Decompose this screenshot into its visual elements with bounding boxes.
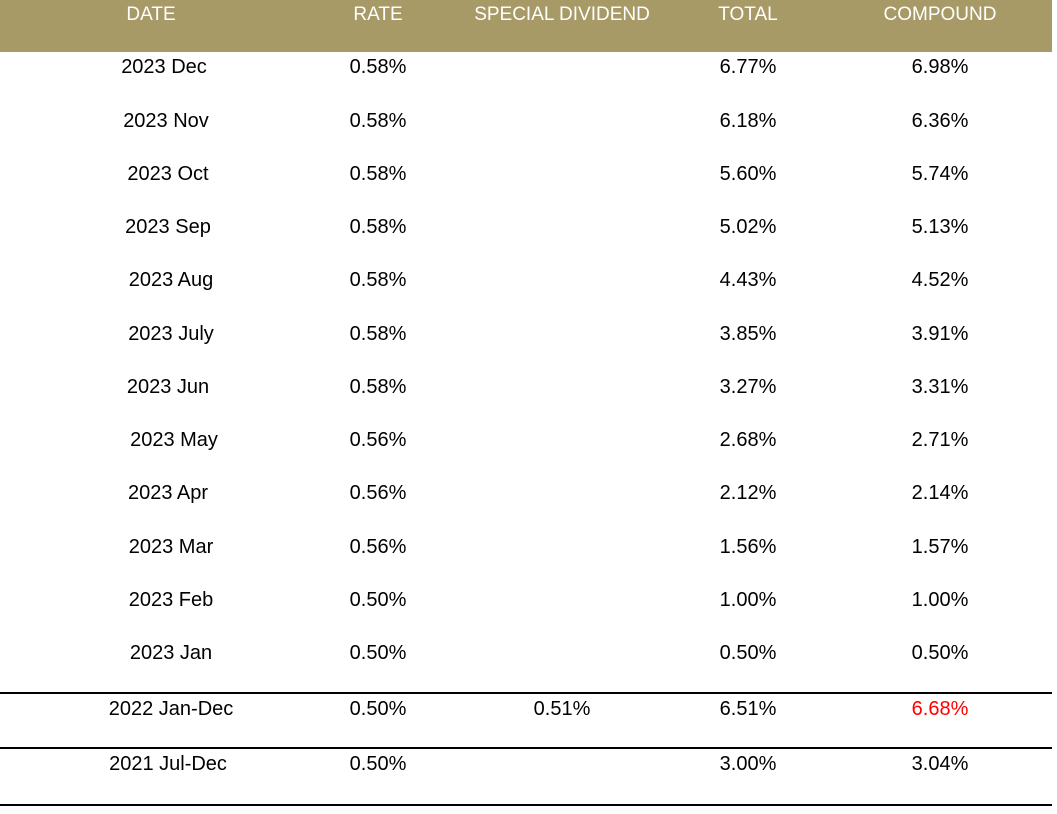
cell-rate: 0.56% — [349, 482, 407, 504]
cell-total: 4.43% — [719, 269, 777, 291]
cell-rate: 0.56% — [349, 536, 407, 558]
cell-rate: 0.50% — [349, 589, 407, 611]
cell-rate: 0.58% — [349, 110, 407, 132]
cell-date: 2023 Jun — [126, 376, 210, 398]
cell-total: 0.50% — [719, 642, 777, 664]
cell-compound: 3.04% — [911, 753, 969, 775]
cell-date: 2023 Dec — [121, 56, 207, 78]
cell-date: 2023 Oct — [127, 163, 209, 185]
cell-rate: 0.58% — [349, 216, 407, 238]
cell-total: 5.02% — [719, 216, 777, 238]
cell-rate: 0.50% — [349, 642, 407, 664]
cell-total: 2.12% — [719, 482, 777, 504]
header-total: TOTAL — [718, 4, 778, 25]
cell-compound: 5.13% — [911, 216, 969, 238]
cell-date: 2023 July — [128, 323, 214, 345]
cell-rate: 0.58% — [349, 323, 407, 345]
cell-date: 2023 Nov — [123, 110, 209, 132]
cell-total: 3.27% — [719, 376, 777, 398]
row-divider — [0, 692, 1052, 694]
cell-total: 6.51% — [719, 698, 777, 720]
cell-compound: 6.68% — [911, 698, 969, 720]
cell-total: 6.77% — [719, 56, 777, 78]
cell-date: 2023 Feb — [128, 589, 214, 611]
cell-date: 2023 Jan — [129, 642, 213, 664]
cell-compound: 4.52% — [911, 269, 969, 291]
cell-compound: 1.00% — [911, 589, 969, 611]
cell-compound: 3.31% — [911, 376, 969, 398]
cell-total: 6.18% — [719, 110, 777, 132]
cell-compound: 6.98% — [911, 56, 969, 78]
cell-rate: 0.58% — [349, 376, 407, 398]
cell-compound: 5.74% — [911, 163, 969, 185]
table-header: DATE RATE SPECIAL DIVIDEND TOTAL COMPOUN… — [0, 0, 1052, 52]
cell-total: 3.00% — [719, 753, 777, 775]
header-rate: RATE — [353, 4, 403, 25]
cell-special-dividend: 0.51% — [533, 698, 591, 720]
cell-date: 2023 Apr — [127, 482, 209, 504]
cell-compound: 2.71% — [911, 429, 969, 451]
cell-rate: 0.50% — [349, 753, 407, 775]
cell-total: 1.56% — [719, 536, 777, 558]
cell-rate: 0.58% — [349, 56, 407, 78]
cell-compound: 2.14% — [911, 482, 969, 504]
row-divider — [0, 804, 1052, 806]
cell-total: 2.68% — [719, 429, 777, 451]
cell-compound: 6.36% — [911, 110, 969, 132]
cell-rate: 0.58% — [349, 269, 407, 291]
cell-date: 2023 Aug — [128, 269, 214, 291]
cell-compound: 3.91% — [911, 323, 969, 345]
row-divider — [0, 747, 1052, 749]
cell-date: 2023 May — [130, 429, 218, 451]
cell-compound: 0.50% — [911, 642, 969, 664]
cell-rate: 0.56% — [349, 429, 407, 451]
cell-date: 2023 Sep — [125, 216, 211, 238]
cell-total: 3.85% — [719, 323, 777, 345]
header-compound: COMPOUND — [883, 4, 997, 25]
cell-date: 2023 Mar — [128, 536, 214, 558]
cell-total: 1.00% — [719, 589, 777, 611]
cell-total: 5.60% — [719, 163, 777, 185]
cell-rate: 0.50% — [349, 698, 407, 720]
cell-date: 2021 Jul-Dec — [109, 753, 227, 775]
header-special-dividend: SPECIAL DIVIDEND — [474, 4, 650, 25]
header-date: DATE — [126, 4, 176, 25]
cell-rate: 0.58% — [349, 163, 407, 185]
cell-compound: 1.57% — [911, 536, 969, 558]
cell-date: 2022 Jan-Dec — [108, 698, 234, 720]
